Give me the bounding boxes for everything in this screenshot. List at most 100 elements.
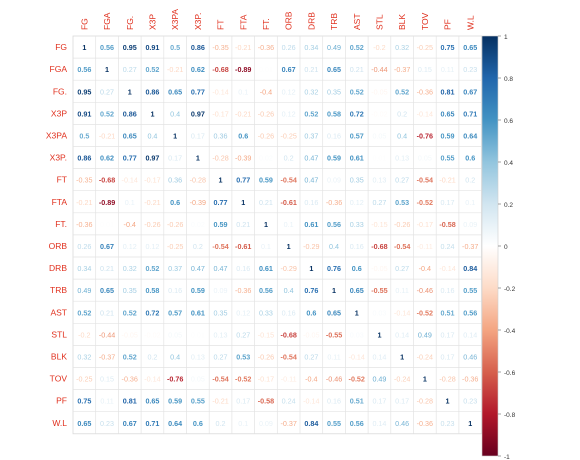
cell-value: 0.65 xyxy=(123,131,137,140)
cell-value: 0.47 xyxy=(304,154,318,163)
cell-value: -0.54 xyxy=(417,176,433,185)
cell-value: 0.65 xyxy=(168,87,182,96)
cell-value: 1 xyxy=(196,154,200,163)
cell-value: 0.95 xyxy=(77,87,91,96)
cell-value: 0.71 xyxy=(145,419,159,428)
cell-value: 0.86 xyxy=(191,43,205,52)
cell-value: 0.76 xyxy=(327,264,341,273)
cell-value: -0.14 xyxy=(122,176,138,185)
column-label: FT. xyxy=(261,18,271,30)
cell-value: -0.15 xyxy=(258,330,274,339)
cell-value: 0.09 xyxy=(463,220,477,229)
cell-value: 0.14 xyxy=(463,330,477,339)
cell-value: 0.15 xyxy=(100,375,114,384)
cell-value: 0.64 xyxy=(168,419,182,428)
cell-value: 0.27 xyxy=(123,65,137,74)
cell-value: -0.21 xyxy=(167,65,183,74)
cell-value: 0.55 xyxy=(463,286,477,295)
cell-value: 0.17 xyxy=(441,352,455,361)
cell-value: 0.16 xyxy=(441,286,455,295)
cell-value: 0.21 xyxy=(236,220,250,229)
cell-value: 0.13 xyxy=(395,154,409,163)
cell-value: -0.11 xyxy=(281,375,297,384)
colorbar-tick-label: 0.6 xyxy=(504,118,513,125)
cell-value: 0.37 xyxy=(304,131,318,140)
cell-value: -0.55 xyxy=(371,286,387,295)
column-label: X3P. xyxy=(193,13,203,30)
cell-value: 0.16 xyxy=(350,242,364,251)
cell-value: -0.02 xyxy=(144,330,160,339)
cell-value: 0.1 xyxy=(284,220,294,229)
cell-value: 0.52 xyxy=(145,264,159,273)
cell-value: 0.47 xyxy=(214,264,228,273)
row-label: FGA xyxy=(50,64,68,74)
cell-value: 0.21 xyxy=(259,198,273,207)
cell-value: 0.05 xyxy=(418,154,432,163)
cell-value: 0.59 xyxy=(259,176,273,185)
cell-value: -0.36 xyxy=(122,375,138,384)
colorbar xyxy=(481,35,499,457)
cell-value: -0.61 xyxy=(235,242,251,251)
cell-value: 0.24 xyxy=(282,397,296,406)
cell-value: 0.09 xyxy=(327,176,341,185)
cell-value: 0.11 xyxy=(100,397,113,406)
cell-value: 0.56 xyxy=(100,43,114,52)
cell-value: -0.17 xyxy=(417,220,433,229)
cell-value: 0.52 xyxy=(350,87,364,96)
cell-value: 0.51 xyxy=(441,308,455,317)
cell-value: -0.39 xyxy=(190,198,206,207)
cell-value: 0.13 xyxy=(214,330,228,339)
cell-value: -0.52 xyxy=(417,308,433,317)
cell-value: -0.37 xyxy=(99,352,115,361)
row-label: W.L xyxy=(52,418,67,428)
cell-value: 0.27 xyxy=(236,330,250,339)
cell-value: 1 xyxy=(309,264,313,273)
cell-value: 0.81 xyxy=(441,87,455,96)
cell-value: 0.03 xyxy=(350,330,364,339)
cell-value: -0.55 xyxy=(326,330,342,339)
cell-value: 0.23 xyxy=(441,419,455,428)
cell-value: 0.26 xyxy=(282,43,296,52)
cell-value: 1 xyxy=(105,65,109,74)
cell-value: -0.2 xyxy=(78,330,90,339)
cell-value: 0.97 xyxy=(191,109,205,118)
cell-value: -0.14 xyxy=(212,87,228,96)
column-label: TRB xyxy=(329,13,339,30)
cell-value: 0.33 xyxy=(350,220,364,229)
cell-value: 0.97 xyxy=(145,154,159,163)
cell-value: 0.05 xyxy=(372,131,386,140)
cell-value: 0.13 xyxy=(191,352,205,361)
cell-value: 1 xyxy=(446,397,450,406)
cell-value: 0.62 xyxy=(100,154,114,163)
cell-value: -0.28 xyxy=(190,176,206,185)
cell-value: 0.61 xyxy=(259,264,273,273)
column-label: W.L xyxy=(465,15,475,30)
cell-value: 0.67 xyxy=(463,87,477,96)
cell-value: 0.2 xyxy=(284,154,294,163)
cell-value: -0.24 xyxy=(394,375,410,384)
cell-value: 0.11 xyxy=(327,352,340,361)
cell-value: 0.59 xyxy=(168,397,182,406)
colorbar-tick-label: -0.2 xyxy=(504,286,516,293)
row-label: BLK xyxy=(51,351,67,361)
cell-value: -0.28 xyxy=(439,375,455,384)
row-label: X3P xyxy=(51,108,67,118)
cell-value: 0.53 xyxy=(395,198,409,207)
cell-value: 0.26 xyxy=(77,242,91,251)
cell-value: 0.59 xyxy=(191,286,205,295)
cell-value: 0.13 xyxy=(372,176,386,185)
cell-value: 0.11 xyxy=(395,286,408,295)
cell-value: 0.17 xyxy=(236,397,250,406)
cell-value: 0.57 xyxy=(350,131,364,140)
column-label: ORB xyxy=(284,11,294,30)
cell-value: 0.16 xyxy=(236,264,250,273)
cell-value: 0.17 xyxy=(441,330,455,339)
cell-value: 0.53 xyxy=(236,352,250,361)
cell-value: 0.47 xyxy=(191,264,205,273)
column-label: DRB xyxy=(306,12,316,30)
cell-value: -0.14 xyxy=(144,375,160,384)
cell-value: 0.55 xyxy=(441,154,455,163)
cell-value: 0.21 xyxy=(350,65,364,74)
cell-value: 0.02 xyxy=(191,220,205,229)
